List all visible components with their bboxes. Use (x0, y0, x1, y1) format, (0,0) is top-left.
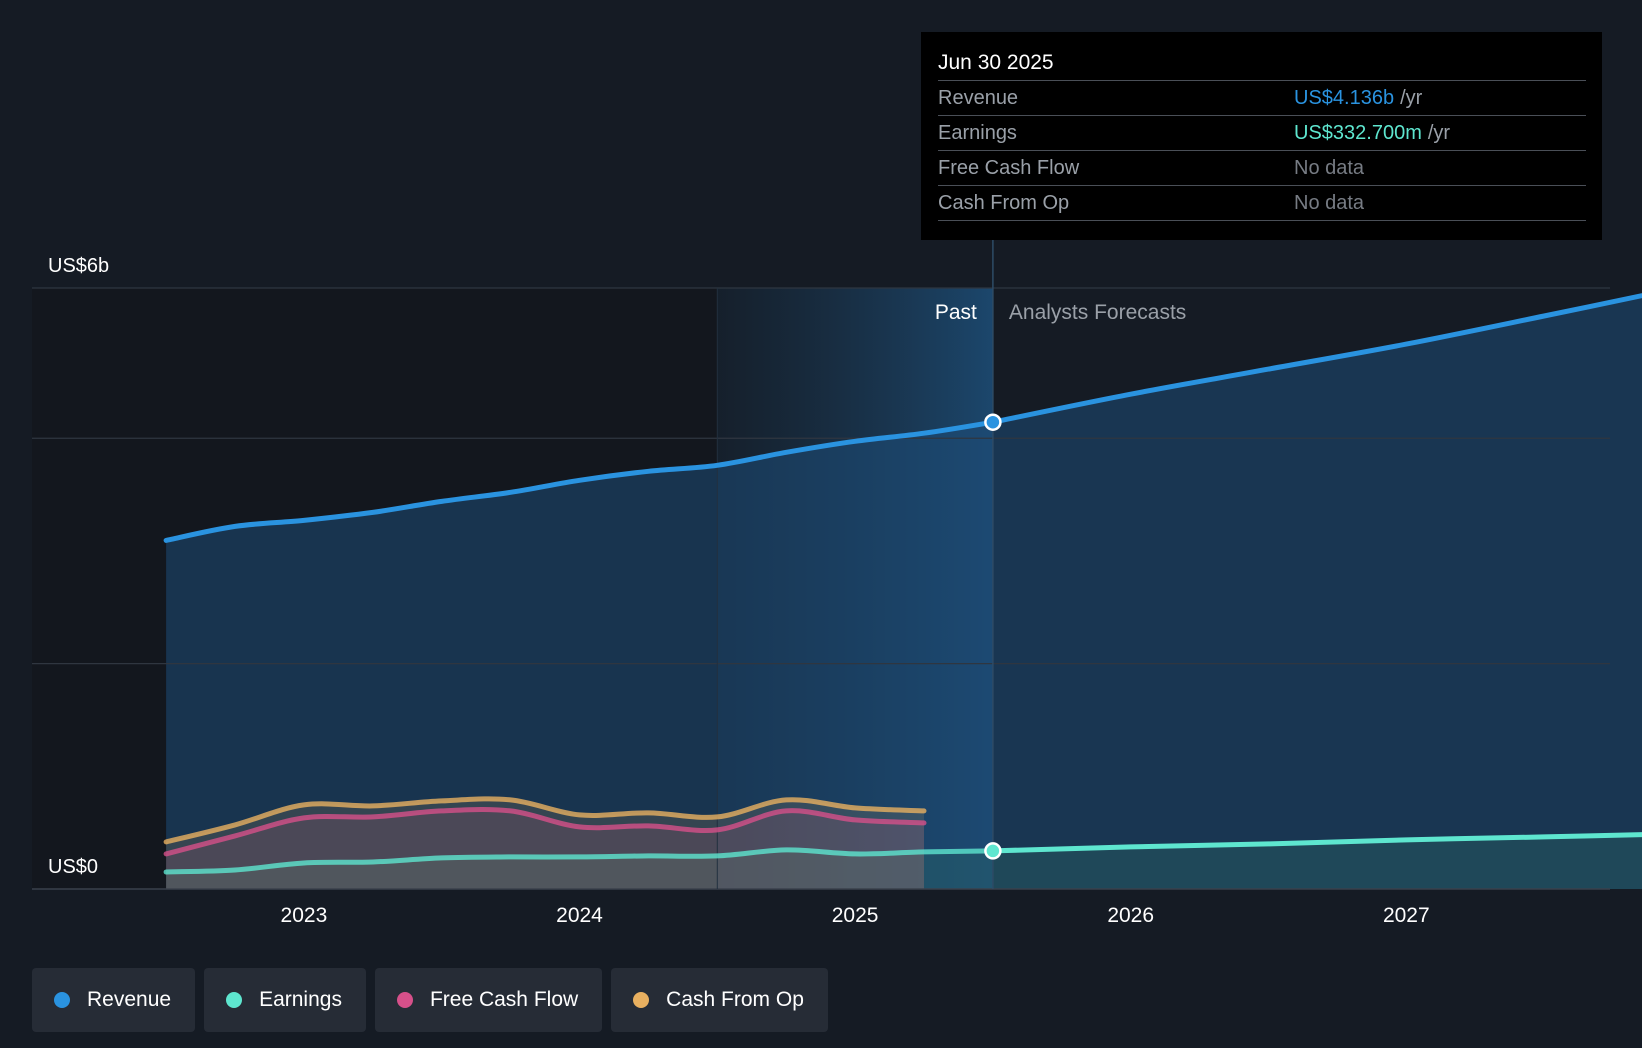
x-tick-label: 2024 (556, 904, 603, 927)
tooltip-row-cash-from-op: Cash From Op No data (938, 186, 1586, 221)
earnings-dot-icon (226, 992, 243, 1008)
tooltip-value: US$4.136b (1294, 87, 1395, 109)
tooltip-unit: /yr (1427, 122, 1451, 144)
tooltip-value: US$332.700m (1294, 122, 1422, 144)
legend-label: Cash From Op (666, 988, 804, 1011)
legend-item-cash-from-op[interactable]: Cash From Op (611, 968, 828, 1032)
revenue-marker (984, 413, 1002, 431)
tooltip-row-earnings: Earnings US$332.700m /yr (938, 116, 1586, 151)
earnings-line (163, 847, 996, 875)
forecast-label: Analysts Forecasts (1009, 301, 1186, 324)
free-cash-flow-dot-icon (396, 992, 413, 1008)
legend-label: Revenue (87, 988, 172, 1011)
x-tick-label: 2023 (281, 904, 328, 927)
cash-from-op-dot-icon (633, 992, 650, 1008)
revenue-dot-icon (54, 992, 70, 1008)
y-tick-label: US$6b (48, 255, 109, 277)
legend-item-earnings[interactable]: Earnings (204, 968, 366, 1032)
tooltip-label: Earnings (938, 122, 1017, 144)
legend-label: Earnings (259, 988, 342, 1011)
tooltip-panel: Jun 30 2025 Revenue US$4.136b /yr Earnin… (921, 32, 1602, 240)
revenue-forecast-line (990, 293, 1642, 425)
legend-label: Free Cash Flow (429, 988, 579, 1011)
tooltip-value: No data (1294, 157, 1365, 179)
legend: Revenue Earnings Free Cash Flow Cash Fro… (32, 968, 828, 1032)
past-label: Past (935, 301, 977, 324)
tooltip-unit: /yr (1400, 87, 1423, 109)
cash-from-op-line (163, 796, 927, 845)
tooltip-label: Free Cash Flow (938, 157, 1080, 179)
legend-item-revenue[interactable]: Revenue (32, 968, 196, 1032)
legend-item-free-cash-flow[interactable]: Free Cash Flow (374, 968, 603, 1032)
revenue-area (166, 295, 1642, 889)
earnings-forecast-line (990, 832, 1642, 854)
free-cash-flow-line (163, 806, 927, 857)
free-cash-flow-area (166, 809, 925, 889)
earnings-marker (984, 842, 1002, 860)
x-tick-label: 2026 (1107, 904, 1154, 927)
tooltip-label: Cash From Op (938, 192, 1070, 214)
tooltip-label: Revenue (938, 87, 1019, 109)
earnings-area (166, 834, 1642, 889)
tooltip-date: Jun 30 2025 (938, 46, 1586, 81)
tooltip-row-revenue: Revenue US$4.136b /yr (938, 81, 1586, 116)
tooltip-row-free-cash-flow: Free Cash Flow No data (938, 151, 1586, 186)
y-tick-label: US$0 (48, 856, 98, 878)
x-tick-label: 2027 (1383, 904, 1430, 927)
cash-from-op-area (166, 798, 925, 889)
x-tick-label: 2025 (832, 904, 879, 927)
revenue-line (163, 419, 996, 543)
tooltip-value: No data (1294, 192, 1365, 214)
